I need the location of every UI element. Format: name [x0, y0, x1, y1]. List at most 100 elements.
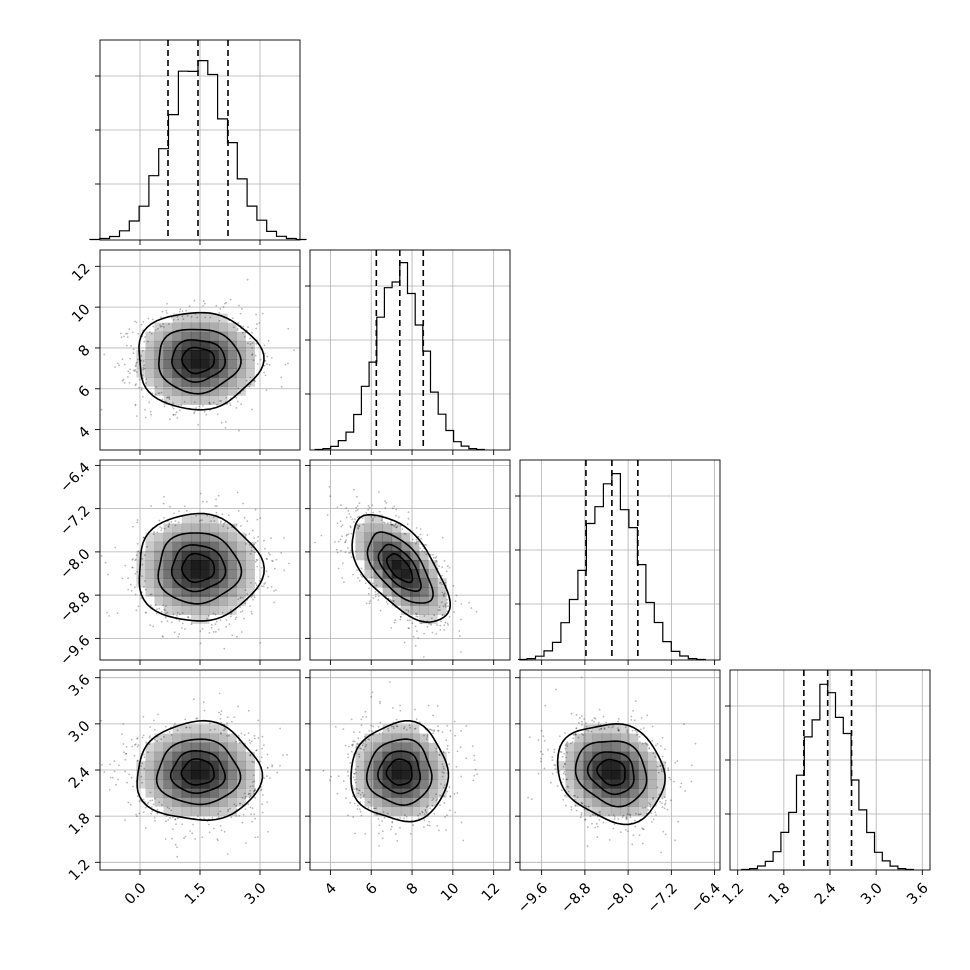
scatter-point	[455, 765, 458, 768]
scatter-point	[219, 619, 222, 621]
scatter-point	[377, 599, 380, 601]
density-cell	[218, 724, 228, 734]
scatter-point	[246, 520, 249, 522]
scatter-point	[621, 816, 624, 819]
scatter-point	[173, 512, 175, 515]
density-cell	[419, 587, 429, 597]
scatter-point	[215, 304, 218, 307]
scatter-point	[668, 776, 671, 779]
density-cell	[236, 596, 246, 606]
x-tick-label: 3.0	[858, 880, 886, 908]
scatter-point	[138, 386, 141, 389]
density-cell	[181, 313, 192, 323]
density-cell	[355, 541, 365, 552]
scatter-point	[172, 318, 175, 321]
scatter-point	[439, 628, 442, 631]
scatter-point	[229, 609, 232, 611]
scatter-point	[132, 348, 135, 351]
scatter-point	[177, 635, 180, 638]
scatter-point	[254, 817, 256, 820]
scatter-point	[358, 502, 361, 504]
density-cell	[209, 596, 219, 606]
scatter-point	[346, 770, 349, 773]
scatter-point	[429, 622, 432, 625]
scatter-point	[226, 853, 229, 855]
axes-frame	[309, 669, 511, 871]
x-tick-label: 3.6	[904, 880, 932, 908]
density-cell	[355, 751, 365, 762]
scatter-point	[109, 776, 112, 779]
scatter-point	[349, 526, 352, 529]
scatter-point	[432, 556, 435, 559]
scatter-point	[352, 740, 355, 743]
scatter-point	[161, 398, 164, 401]
scatter-point	[263, 777, 265, 780]
density-cell	[245, 587, 255, 597]
scatter-point	[239, 312, 242, 315]
density-cell	[218, 359, 228, 369]
scatter-point	[245, 534, 248, 536]
scatter-point	[148, 401, 151, 404]
scatter-point	[362, 742, 365, 745]
density-cell	[209, 377, 219, 387]
scatter-point	[575, 727, 578, 730]
density-cell	[400, 569, 411, 579]
density-cell	[218, 331, 228, 342]
density-cell	[181, 779, 192, 789]
scatter-point	[596, 836, 599, 839]
scatter-point	[306, 511, 308, 513]
scatter-point	[372, 511, 374, 514]
scatter-point	[256, 565, 259, 568]
scatter-point	[644, 742, 647, 744]
scatter-point	[603, 728, 606, 730]
scatter-point	[553, 748, 556, 751]
scatter-point	[137, 605, 140, 608]
density-cell	[218, 368, 228, 378]
scatter-point	[393, 525, 396, 528]
scatter-point	[154, 738, 156, 741]
scatter-point	[617, 720, 619, 723]
scatter-point	[149, 726, 152, 728]
scatter-point	[580, 715, 583, 717]
scatter-point	[664, 803, 666, 806]
scatter-point	[252, 774, 255, 777]
scatter-point	[254, 797, 257, 799]
scatter-point	[165, 612, 168, 615]
scatter-point	[360, 747, 362, 750]
density-cell	[400, 605, 411, 615]
scatter-point	[389, 598, 392, 601]
scatter-point	[163, 736, 165, 738]
scatter-point	[293, 349, 295, 351]
scatter-point	[140, 387, 143, 389]
density-cell	[190, 724, 201, 734]
scatter-point	[127, 577, 129, 580]
scatter-point	[646, 714, 649, 717]
scatter-point	[250, 549, 253, 552]
density-cell	[200, 395, 210, 405]
scatter-point	[379, 721, 382, 724]
scatter-point	[202, 305, 204, 307]
scatter-point	[359, 747, 361, 750]
density-cell	[172, 541, 183, 552]
density-cell	[373, 788, 383, 798]
scatter-point	[355, 772, 357, 774]
scatter-point	[229, 807, 232, 810]
scatter-point	[153, 729, 156, 731]
scatter-point	[553, 763, 556, 766]
scatter-point	[659, 764, 662, 767]
scatter-point	[441, 771, 444, 774]
scatter-point	[113, 760, 116, 763]
scatter-point	[250, 546, 253, 549]
scatter-point	[374, 807, 377, 810]
scatter-point	[109, 763, 111, 766]
density-cell	[574, 788, 584, 798]
scatter-point	[178, 510, 180, 513]
axes-frame	[99, 39, 301, 241]
scatter-point	[420, 537, 422, 540]
scatter-point	[362, 795, 365, 798]
scatter-point	[361, 791, 364, 794]
scatter-point	[416, 613, 418, 616]
scatter-point	[247, 803, 250, 806]
scatter-point	[165, 605, 167, 607]
scatter-point	[163, 326, 165, 328]
